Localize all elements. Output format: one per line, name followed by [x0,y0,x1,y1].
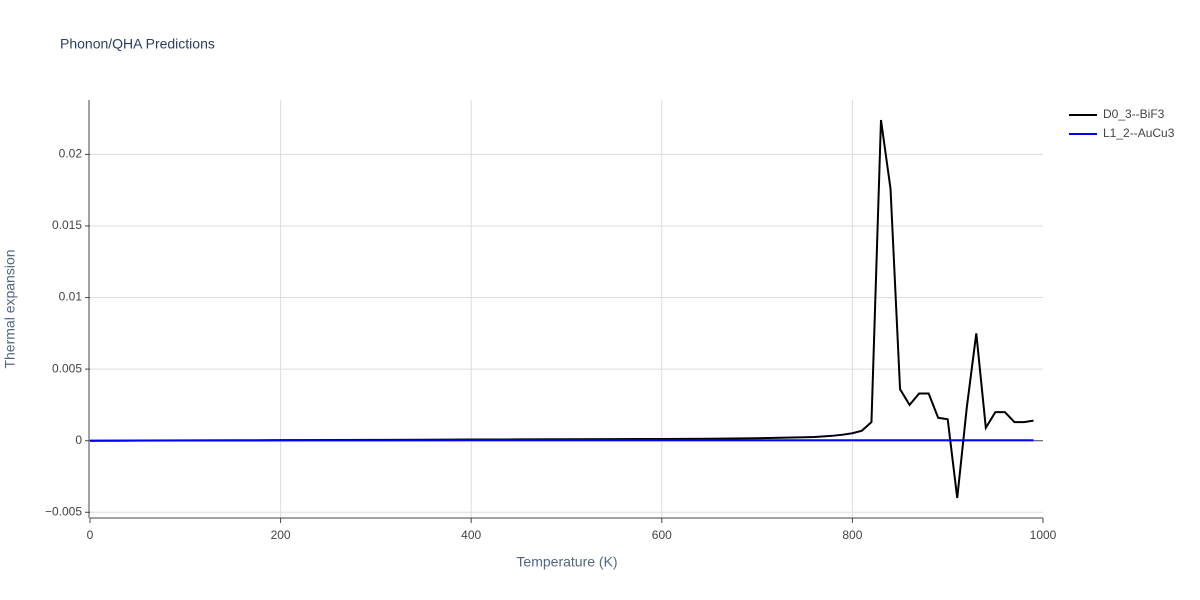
x-tick-label: 200 [271,528,291,542]
x-tick-label: 1000 [1030,528,1057,542]
x-tick-label: 800 [842,528,862,542]
y-tick-label: 0.005 [52,361,82,375]
y-tick-label: 0.02 [59,147,83,161]
x-tick-label: 600 [652,528,672,542]
y-tick-label: 0.015 [52,218,82,232]
x-tick-label: 400 [461,528,481,542]
y-tick-label: 0.01 [59,290,83,304]
y-tick-label: −0.005 [45,504,82,518]
legend-label: L1_2--AuCu3 [1103,126,1175,140]
legend-label: D0_3--BiF3 [1103,107,1165,121]
y-axis-title: Thermal expansion [2,249,18,368]
x-tick-label: 0 [87,528,94,542]
x-axis-title: Temperature (K) [516,554,617,570]
y-tick-label: 0 [75,433,82,447]
chart-title: Phonon/QHA Predictions [60,36,215,52]
